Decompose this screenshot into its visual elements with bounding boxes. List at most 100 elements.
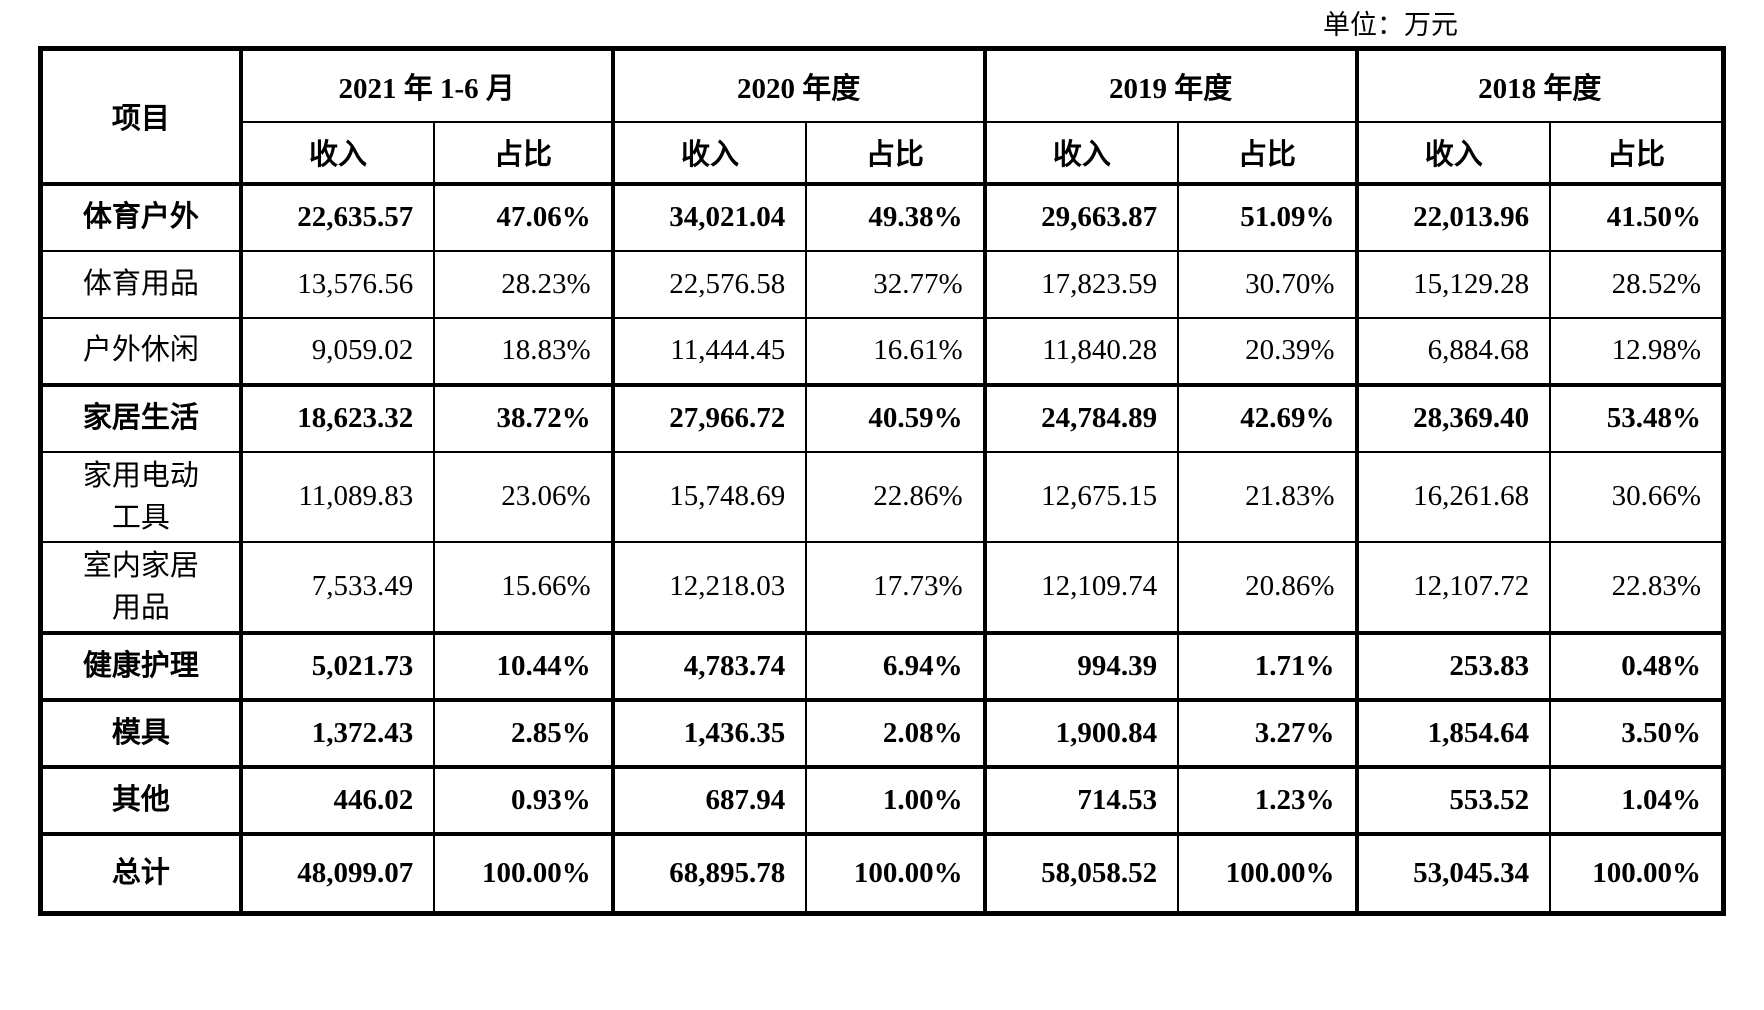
share-cell: 21.83% xyxy=(1177,450,1358,543)
revenue-cell: 11,840.28 xyxy=(982,316,1180,386)
share-cell: 20.86% xyxy=(1177,540,1358,634)
table-row: 健康护理 5,021.73 10.44% 4,783.74 6.94% 994.39 1.7… xyxy=(39,630,1725,701)
share-cell: 28.52% xyxy=(1549,249,1725,319)
share-cell: 51.09% xyxy=(1177,181,1358,252)
revenue-cell: 22,576.58 xyxy=(610,249,808,319)
revenue-cell: 22,013.96 xyxy=(1354,181,1552,252)
revenue-header: 收入 xyxy=(982,120,1180,185)
revenue-cell: 68,895.78 xyxy=(610,831,808,915)
share-header: 占比 xyxy=(1549,120,1725,185)
share-cell: 17.73% xyxy=(805,540,986,634)
share-cell: 30.70% xyxy=(1177,249,1358,319)
revenue-cell: 27,966.72 xyxy=(610,382,808,453)
revenue-cell: 34,021.04 xyxy=(610,181,808,252)
revenue-cell: 29,663.87 xyxy=(982,181,1180,252)
period-header-2021h1: 2021 年 1-6 月 xyxy=(238,47,614,123)
share-cell: 1.71% xyxy=(1177,630,1358,701)
share-header: 占比 xyxy=(805,120,986,185)
share-cell: 18.83% xyxy=(433,316,614,386)
share-cell: 49.38% xyxy=(805,181,986,252)
revenue-cell: 28,369.40 xyxy=(1354,382,1552,453)
share-cell: 23.06% xyxy=(433,450,614,543)
revenue-breakdown-table: 项目 2021 年 1-6 月 2020 年度 2019 年度 2018 年度 … xyxy=(38,46,1726,917)
corner-header-cell: 项目 xyxy=(39,47,242,185)
revenue-cell: 553.52 xyxy=(1354,764,1552,835)
document-page: 单位：万元 项目 2021 年 1-6 月 2020 年度 2019 年度 20… xyxy=(38,10,1726,917)
row-label: 总计 xyxy=(39,831,242,915)
revenue-cell: 17,823.59 xyxy=(982,249,1180,319)
period-header-2018: 2018 年度 xyxy=(1354,47,1725,123)
share-cell: 41.50% xyxy=(1549,181,1725,252)
revenue-cell: 18,623.32 xyxy=(238,382,436,453)
share-cell: 100.00% xyxy=(433,831,614,915)
revenue-cell: 53,045.34 xyxy=(1354,831,1552,915)
row-label: 家居生活 xyxy=(39,382,242,453)
row-label: 家用电动 工具 xyxy=(39,450,242,543)
share-cell: 100.00% xyxy=(1549,831,1725,915)
row-label: 其他 xyxy=(39,764,242,835)
row-label: 健康护理 xyxy=(39,630,242,701)
share-cell: 32.77% xyxy=(805,249,986,319)
revenue-cell: 253.83 xyxy=(1354,630,1552,701)
table-row: 体育户外 22,635.57 47.06% 34,021.04 49.38% 29,663… xyxy=(39,181,1725,252)
share-cell: 1.23% xyxy=(1177,764,1358,835)
revenue-cell: 15,129.28 xyxy=(1354,249,1552,319)
revenue-cell: 24,784.89 xyxy=(982,382,1180,453)
share-header: 占比 xyxy=(433,120,614,185)
row-label: 体育用品 xyxy=(39,249,242,319)
share-cell: 1.04% xyxy=(1549,764,1725,835)
revenue-cell: 1,900.84 xyxy=(982,697,1180,768)
revenue-cell: 6,884.68 xyxy=(1354,316,1552,386)
revenue-cell: 11,089.83 xyxy=(238,450,436,543)
share-header: 占比 xyxy=(1177,120,1358,185)
revenue-cell: 12,218.03 xyxy=(610,540,808,634)
table-row: 总计 48,099.07 100.00% 68,895.78 100.00% 58,058… xyxy=(39,831,1725,915)
share-cell: 16.61% xyxy=(805,316,986,386)
unit-label: 单位：万元 xyxy=(1323,10,1458,40)
period-header-2020: 2020 年度 xyxy=(610,47,986,123)
share-cell: 100.00% xyxy=(1177,831,1358,915)
table-row: 体育用品 13,576.56 28.23% 22,576.58 32.77% 17,823… xyxy=(39,249,1725,319)
row-label: 模具 xyxy=(39,697,242,768)
revenue-cell: 1,436.35 xyxy=(610,697,808,768)
revenue-cell: 687.94 xyxy=(610,764,808,835)
share-cell: 2.08% xyxy=(805,697,986,768)
revenue-cell: 1,372.43 xyxy=(238,697,436,768)
share-cell: 100.00% xyxy=(805,831,986,915)
row-label: 体育户外 xyxy=(39,181,242,252)
revenue-cell: 1,854.64 xyxy=(1354,697,1552,768)
revenue-cell: 12,675.15 xyxy=(982,450,1180,543)
table-row: 家用电动 工具 11,089.83 23.06% 15,748.69 22.86% 12,… xyxy=(39,450,1725,543)
table-row: 室内家居 用品 7,533.49 15.66% 12,218.03 17.73% 12,1… xyxy=(39,540,1725,634)
share-cell: 3.27% xyxy=(1177,697,1358,768)
revenue-cell: 12,107.72 xyxy=(1354,540,1552,634)
share-cell: 1.00% xyxy=(805,764,986,835)
revenue-cell: 9,059.02 xyxy=(238,316,436,386)
share-cell: 0.48% xyxy=(1549,630,1725,701)
revenue-cell: 7,533.49 xyxy=(238,540,436,634)
share-cell: 10.44% xyxy=(433,630,614,701)
share-cell: 0.93% xyxy=(433,764,614,835)
revenue-cell: 48,099.07 xyxy=(238,831,436,915)
share-cell: 22.86% xyxy=(805,450,986,543)
revenue-cell: 15,748.69 xyxy=(610,450,808,543)
share-cell: 38.72% xyxy=(433,382,614,453)
share-cell: 15.66% xyxy=(433,540,614,634)
revenue-header: 收入 xyxy=(1354,120,1552,185)
revenue-cell: 994.39 xyxy=(982,630,1180,701)
share-cell: 6.94% xyxy=(805,630,986,701)
revenue-cell: 12,109.74 xyxy=(982,540,1180,634)
revenue-cell: 58,058.52 xyxy=(982,831,1180,915)
share-cell: 40.59% xyxy=(805,382,986,453)
revenue-cell: 11,444.45 xyxy=(610,316,808,386)
share-cell: 12.98% xyxy=(1549,316,1725,386)
share-cell: 28.23% xyxy=(433,249,614,319)
revenue-cell: 4,783.74 xyxy=(610,630,808,701)
revenue-cell: 16,261.68 xyxy=(1354,450,1552,543)
table-row: 家居生活 18,623.32 38.72% 27,966.72 40.59% 24,784… xyxy=(39,382,1725,453)
share-cell: 3.50% xyxy=(1549,697,1725,768)
share-cell: 42.69% xyxy=(1177,382,1358,453)
table-header: 项目 2021 年 1-6 月 2020 年度 2019 年度 2018 年度 … xyxy=(39,47,1725,185)
revenue-cell: 5,021.73 xyxy=(238,630,436,701)
row-label: 户外休闲 xyxy=(39,316,242,386)
